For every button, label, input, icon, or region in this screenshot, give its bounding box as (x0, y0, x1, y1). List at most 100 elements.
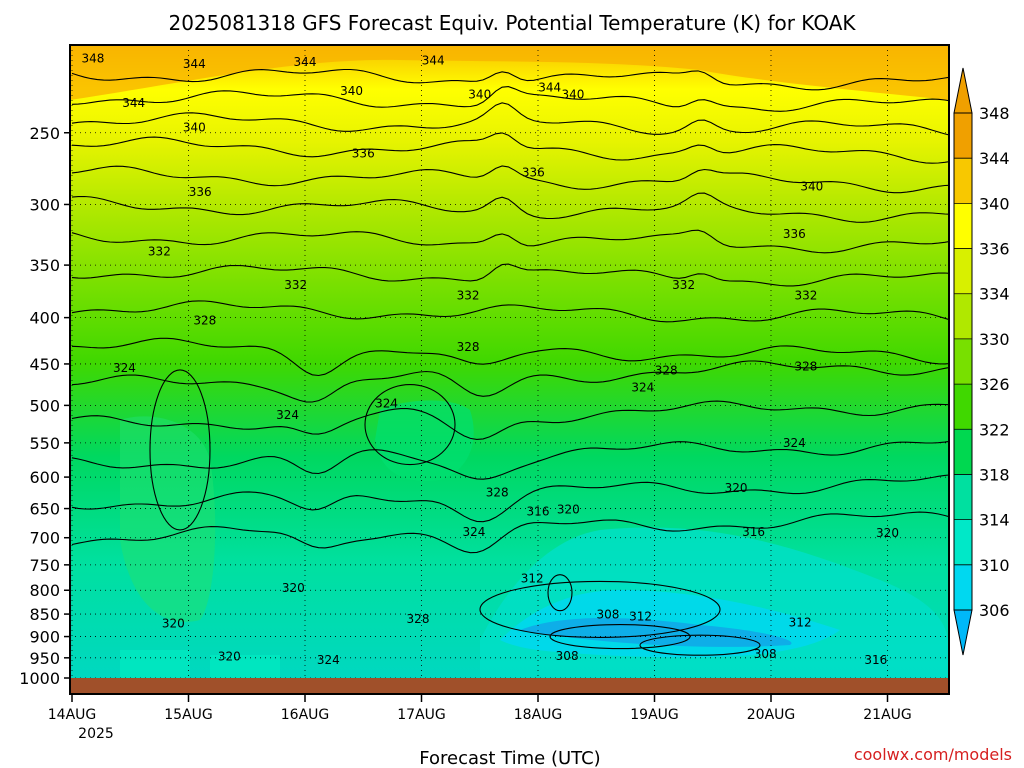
y-tick-label: 550 (29, 434, 60, 453)
contour-loop (364, 384, 456, 466)
contour-loop (547, 574, 573, 612)
y-tick-label: 800 (29, 581, 60, 600)
x-tick-label: 16AUG (281, 707, 330, 723)
y-tick-label: 850 (29, 605, 60, 624)
contour-label: 344 (294, 55, 317, 69)
contour-loop (479, 580, 721, 638)
contour-label: 316 (742, 525, 765, 539)
y-tick-label: 900 (29, 628, 60, 647)
x-tick-label: 14AUG (48, 707, 97, 723)
y-tick-label: 500 (29, 396, 60, 415)
contour-label: 312 (629, 610, 652, 624)
contour-label: 324 (375, 396, 398, 410)
contour-label: 320 (725, 481, 748, 495)
x-tick-label: 20AUG (747, 707, 796, 723)
y-tick-label: 650 (29, 500, 60, 519)
contour-line (71, 102, 949, 136)
colorbar-swatch (954, 384, 972, 430)
contour-line (71, 360, 949, 403)
surface-cool-patches (120, 650, 280, 678)
contour-label: 348 (82, 51, 105, 65)
contour-loop (149, 369, 211, 531)
contour-label: 336 (783, 227, 806, 241)
contour-label: 324 (462, 525, 485, 539)
contour-label: 320 (218, 650, 241, 664)
contour-label: 320 (282, 581, 305, 595)
y-tick-label: 450 (29, 355, 60, 374)
y-tick-label: 750 (29, 556, 60, 575)
x-year-label: 2025 (78, 726, 114, 742)
contour-label: 332 (284, 278, 307, 292)
contour-label: 316 (864, 653, 887, 667)
colorbar-label: 322 (979, 420, 1010, 439)
y-tick-label: 400 (29, 309, 60, 328)
contour-label: 320 (162, 616, 185, 630)
x-tick-label: 21AUG (863, 707, 912, 723)
colorbar-label: 314 (979, 511, 1010, 530)
chart-title: 2025081318 GFS Forecast Equiv. Potential… (168, 11, 856, 35)
contour-label: 316 (527, 504, 550, 518)
y-tick-label: 1000 (19, 669, 60, 688)
colorbar-swatch (954, 564, 972, 610)
contour-label: 328 (655, 364, 678, 378)
contour-line (71, 474, 949, 523)
colorbar-swatch (954, 429, 972, 475)
colorbar-label: 336 (979, 240, 1010, 259)
plot-frame (69, 44, 950, 695)
contour-label: 344 (422, 53, 445, 67)
contour-label: 312 (789, 616, 812, 630)
contour-label: 308 (556, 649, 579, 663)
contour-line (71, 400, 949, 440)
contour-label: 320 (876, 526, 899, 540)
colorbar-label: 334 (979, 285, 1010, 304)
colorbar-swatch (954, 248, 972, 294)
contour-label: 340 (340, 84, 363, 98)
contour-label: 336 (189, 185, 212, 199)
grid-lines (70, 45, 949, 678)
contour-line (71, 192, 949, 223)
contour-label: 340 (800, 179, 823, 193)
credit-link[interactable]: coolwx.com/models (854, 745, 1012, 764)
contour-label: 320 (557, 503, 580, 517)
contour-line (71, 440, 949, 480)
contour-label: 324 (276, 408, 299, 422)
contour-label: 308 (754, 647, 777, 661)
contour-line (71, 300, 949, 323)
contour-label: 340 (561, 88, 584, 102)
contour-lines (71, 68, 949, 656)
contour-line (71, 229, 949, 254)
colorbar-swatch (954, 338, 972, 385)
colorbar-swatch (954, 158, 972, 204)
contour-label: 324 (783, 436, 806, 450)
colorbar-swatch (954, 113, 972, 159)
colorbar-label: 344 (979, 149, 1010, 168)
contour-line (71, 337, 949, 377)
warm-region-top (70, 45, 949, 100)
contour-line (71, 86, 949, 112)
colorbar-label: 310 (979, 556, 1010, 575)
x-axis-title: Forecast Time (UTC) (419, 748, 600, 768)
contour-label: 324 (113, 361, 136, 375)
ground-band (70, 678, 949, 694)
colorbar-swatch (954, 474, 972, 520)
y-tick-label: 950 (29, 649, 60, 668)
colorbar-label: 348 (979, 104, 1010, 123)
colorbar-top-arrow (953, 67, 973, 114)
colorbar: 348 344 340 336 334 330 326 322 318 314 310 306 (953, 67, 1010, 656)
contour-label: 344 (538, 81, 561, 95)
contour-line (71, 68, 949, 91)
contour-label: 328 (407, 612, 430, 626)
contour-label: 328 (486, 485, 509, 499)
contour-label: 340 (183, 121, 206, 135)
left-cool-region (120, 416, 216, 622)
contour-label: 336 (522, 166, 545, 180)
y-tick-label: 350 (29, 256, 60, 275)
x-axis: 14AUG 15AUG 16AUG 17AUG 18AUG 19AUG 20AUG 21AUG… (48, 694, 912, 742)
colorbar-label: 306 (979, 601, 1010, 620)
contour-line (71, 165, 949, 194)
contour-label: 332 (672, 278, 695, 292)
contour-label: 308 (596, 607, 619, 621)
colorbar-label: 330 (979, 330, 1010, 349)
contour-label: 324 (317, 653, 340, 667)
x-tick-label: 18AUG (514, 707, 563, 723)
